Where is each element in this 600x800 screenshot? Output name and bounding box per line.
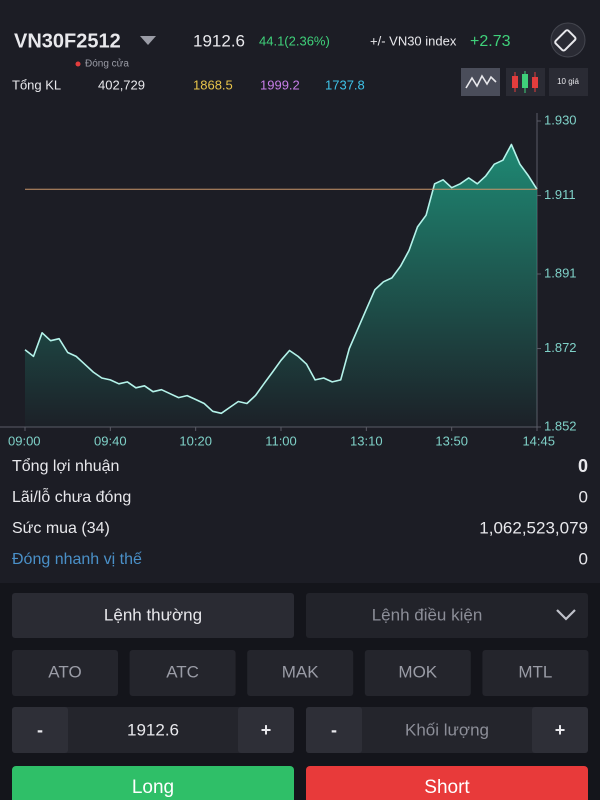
symbol[interactable]: VN30F2512 [14, 30, 121, 52]
x-tick-label: 13:50 [435, 433, 468, 448]
ceiling-price: 1999.2 [260, 77, 300, 92]
order-type-button[interactable] [12, 650, 118, 696]
line-chart-button[interactable] [461, 68, 500, 96]
y-tick-label: 1.852 [544, 418, 577, 433]
order-type-label: MOK [398, 662, 437, 681]
order-type-button[interactable] [482, 650, 589, 696]
rotate-icon [554, 29, 577, 52]
long-button[interactable] [12, 766, 294, 800]
status: Đóng cửa [85, 58, 129, 70]
row-value: 0 [579, 549, 588, 568]
status-dot [75, 61, 81, 67]
area [25, 144, 537, 427]
quantity-plus[interactable] [532, 707, 588, 753]
x-tick-label: 14:45 [522, 433, 555, 448]
minus-label: - [37, 720, 43, 740]
dropdown-arrow[interactable] [140, 36, 156, 45]
candle-icon [512, 71, 538, 93]
reference-price: 1868.5 [193, 77, 233, 92]
tab-conditional[interactable] [306, 593, 588, 638]
order-type-button[interactable] [129, 650, 236, 696]
long-label: Long [132, 777, 174, 798]
row-value: 0 [579, 487, 588, 506]
short-label: Short [424, 777, 470, 798]
row-label[interactable]: Đóng nhanh vị thế [12, 551, 142, 568]
price-line [24, 143, 538, 415]
row-label: Lãi/lỗ chưa đóng [12, 487, 131, 506]
depth-label: 10 giá [557, 77, 579, 86]
order-type-button[interactable] [247, 650, 354, 696]
order-type-label: MTL [518, 662, 552, 681]
tab-chevron [556, 609, 576, 621]
row-value: 0 [578, 456, 588, 476]
x-tick-label: 11:00 [265, 433, 297, 448]
floor-price: 1737.8 [325, 77, 365, 92]
line-icon [465, 74, 497, 89]
order-types: ATO ATC MAK MOK MTL [12, 650, 589, 696]
order-type-button[interactable] [364, 650, 471, 696]
price-plus[interactable] [238, 707, 294, 753]
tab-label: Lệnh thường [104, 605, 202, 624]
x-tick-label: 09:40 [94, 433, 127, 448]
price-minus[interactable] [12, 707, 68, 753]
row-label: Tổng lợi nhuận [12, 457, 119, 475]
plus-label: + [555, 720, 566, 740]
price-input[interactable] [12, 707, 294, 753]
quantity-placeholder: Khối lượng [405, 720, 489, 739]
price: 1912.6 [193, 31, 245, 50]
x-tick-label: 13:10 [350, 433, 383, 448]
y-tick-label: 1.872 [544, 340, 577, 355]
x-tick-label: 10:20 [179, 433, 212, 448]
row-value: 1,062,523,079 [479, 518, 588, 537]
order-type-label: ATO [48, 662, 81, 681]
x-tick-label: 09:00 [8, 433, 41, 448]
tab-label: Lệnh điều kiện [372, 605, 483, 624]
y-tick-label: 1.930 [544, 112, 577, 127]
account-summary: Tổng lợi nhuận 0 Lãi/lỗ chưa đóng 0 Sức mua … [12, 456, 588, 569]
y-tick-label: 1.911 [544, 187, 576, 202]
depth-button[interactable] [549, 68, 588, 96]
plus-label: + [261, 720, 272, 740]
index-label: +/- VN30 index [370, 33, 457, 48]
minus-label: - [331, 720, 337, 740]
y-tick-label: 1.891 [544, 265, 577, 280]
index-change: +2.73 [470, 33, 511, 50]
short-button[interactable] [306, 766, 588, 800]
change: 44.1(2.36%) [259, 33, 330, 48]
volume: 402,729 [98, 77, 145, 92]
quantity-input[interactable] [306, 707, 588, 753]
order-type-label: MAK [282, 662, 320, 681]
price-value: 1912.6 [127, 720, 179, 739]
tab-normal[interactable] [12, 593, 294, 638]
chart: 1.930 1.911 1.891 1.872 1.852 09:00 09:40 10:20… [0, 112, 577, 448]
volume-label: Tổng KL [12, 77, 61, 92]
order-type-label: ATC [166, 662, 199, 681]
quantity-minus[interactable] [306, 707, 362, 753]
row-label: Sức mua (34) [12, 520, 110, 537]
